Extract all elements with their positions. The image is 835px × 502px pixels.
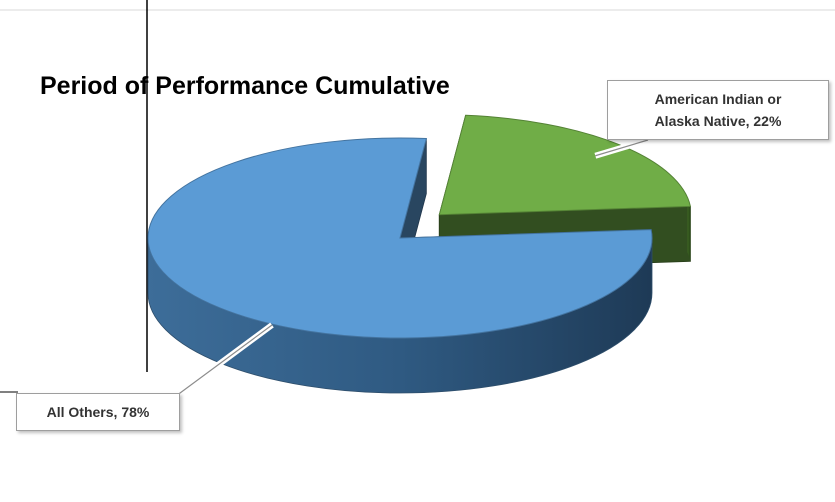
data-label-american-indian-line-1: American Indian or <box>654 91 782 107</box>
chart-title: Period of Performance Cumulative <box>40 72 450 100</box>
leader-layer <box>174 137 649 399</box>
data-label-american-indian-line-2: Alaska Native, 22% <box>654 113 782 129</box>
pie-slice-all-others <box>147 137 653 339</box>
leader-line-all-others <box>175 324 273 397</box>
data-label-all-others-line-1: All Others, 78% <box>46 404 150 420</box>
pie-slice-american-indian-outer-face <box>687 197 691 262</box>
pie-layer <box>147 114 692 394</box>
data-label-all-others: All Others, 78% <box>16 393 180 431</box>
pie-slice-american-indian <box>438 114 692 216</box>
leader-line-american-indian <box>595 139 649 157</box>
data-label-american-indian: American Indian or Alaska Native, 22% <box>607 80 829 140</box>
